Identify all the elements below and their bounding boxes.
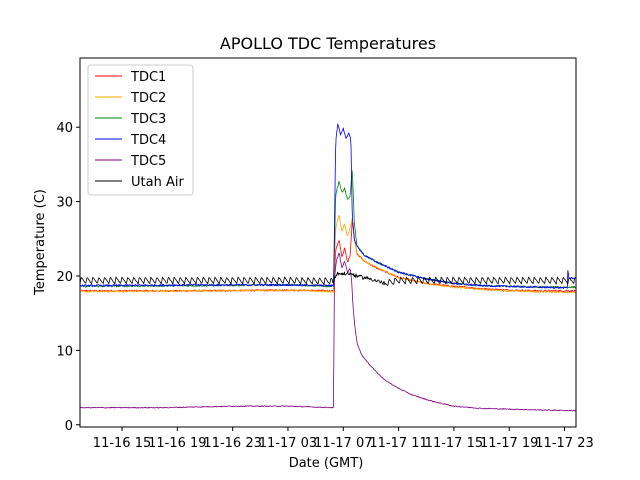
x-tick-label: 11-17 15 bbox=[425, 436, 483, 451]
y-tick-label: 0 bbox=[65, 419, 73, 434]
series-line-tdc2 bbox=[79, 215, 576, 294]
series-line-utah-air bbox=[79, 271, 576, 286]
series-line-tdc4 bbox=[79, 123, 576, 290]
legend-label: TDC4 bbox=[130, 133, 166, 148]
plot-area bbox=[79, 123, 576, 412]
y-tick-label: 30 bbox=[56, 196, 73, 211]
x-tick-label: 11-16 19 bbox=[148, 436, 206, 451]
legend-label: TDC2 bbox=[130, 91, 166, 106]
chart-title: APOLLO TDC Temperatures bbox=[220, 34, 436, 53]
x-tick-label: 11-17 07 bbox=[314, 436, 372, 451]
series-line-tdc5 bbox=[79, 252, 576, 412]
x-tick-label: 11-17 11 bbox=[369, 436, 427, 451]
y-tick-label: 40 bbox=[56, 121, 73, 136]
y-axis-label: Temperature (C) bbox=[33, 189, 48, 296]
legend-label: TDC5 bbox=[130, 154, 166, 169]
x-tick-label: 11-16 23 bbox=[203, 436, 261, 451]
y-tick-label: 20 bbox=[56, 270, 73, 285]
legend-label: TDC1 bbox=[130, 70, 166, 85]
x-tick-label: 11-17 23 bbox=[535, 436, 593, 451]
x-tick-label: 11-17 03 bbox=[259, 436, 317, 451]
legend: TDC1 TDC2 TDC3 TDC4 TDC5 Utah Air bbox=[87, 64, 194, 196]
x-tick-label: 11-16 15 bbox=[93, 436, 151, 451]
legend-label: Utah Air bbox=[131, 175, 184, 190]
y-axis: 0 10 20 30 40 bbox=[56, 121, 80, 434]
legend-label: TDC3 bbox=[130, 112, 166, 127]
axes-frame bbox=[79, 57, 577, 428]
x-tick-label: 11-17 19 bbox=[480, 436, 538, 451]
y-tick-label: 10 bbox=[56, 344, 73, 359]
x-axis-label: Date (GMT) bbox=[289, 456, 364, 471]
